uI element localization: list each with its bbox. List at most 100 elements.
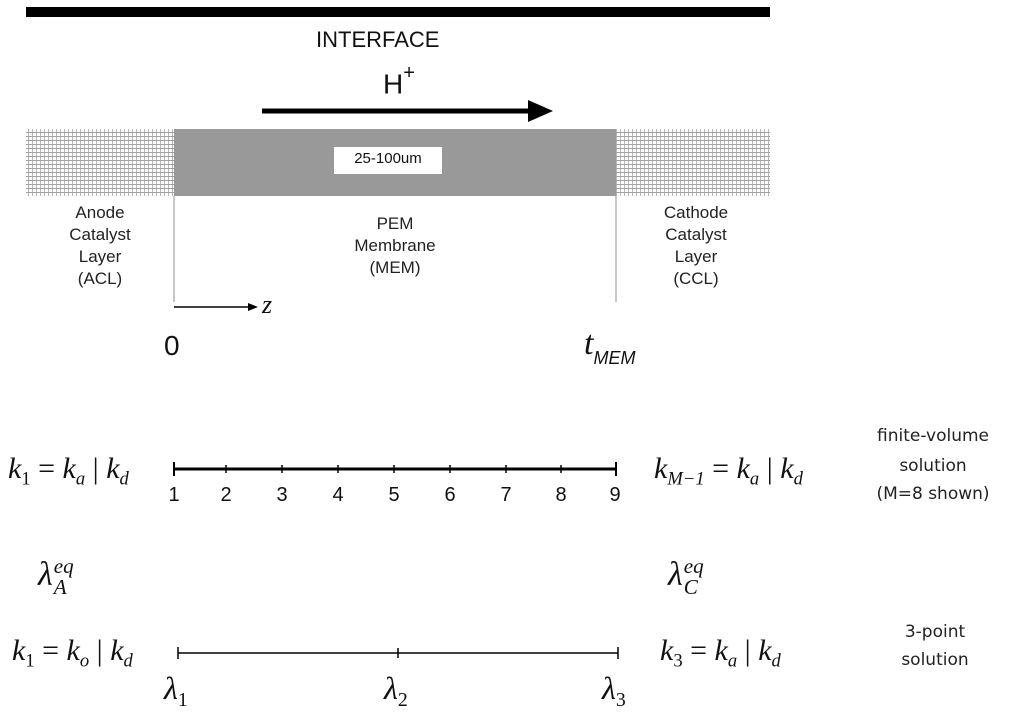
lambda-a-sup: eq	[53, 554, 74, 579]
node-number: 4	[332, 484, 344, 506]
tp-right-kd-sub: d	[771, 650, 781, 672]
three-point-grid	[177, 647, 619, 659]
fv-right-k: k	[654, 452, 668, 485]
cathode-label-line: Cathode	[663, 203, 729, 222]
lambda-2-sub: 2	[397, 688, 408, 711]
tp-right-ka: k	[714, 634, 728, 667]
membrane-label-line: (MEM)	[369, 258, 421, 277]
fv-left-k-sub: 1	[21, 468, 31, 490]
origin-label: 0	[164, 330, 180, 361]
tp-right-ka-sub: a	[727, 650, 738, 672]
finite-volume-note-line: (M=8 shown)	[876, 484, 990, 504]
thickness-symbol-sub: MEM	[593, 348, 636, 368]
node-number: 2	[220, 484, 232, 506]
tp-left-sep: |	[96, 634, 103, 667]
proton-label: H+	[383, 62, 415, 100]
proton-arrowhead	[528, 100, 553, 122]
tp-left-eq: =	[42, 634, 60, 667]
tp-right-k-sub: 3	[673, 650, 683, 672]
lambda-node-1: λ1	[164, 670, 188, 712]
three-point-note: 3-point solution	[870, 620, 1000, 672]
anode-catalyst-layer	[26, 129, 174, 196]
proton-symbol: H	[383, 68, 404, 100]
finite-volume-note-line: finite-volume	[877, 426, 989, 446]
lambda-1-sub: 1	[177, 688, 188, 711]
fv-left-boundary-condition: k1 = ka | kd	[8, 452, 129, 491]
lambda-3-base: λ	[602, 670, 616, 706]
node-number: 1	[168, 484, 180, 506]
membrane-region-label: PEM Membrane (MEM)	[340, 213, 450, 279]
membrane-thickness-symbol: tMEM	[584, 325, 635, 369]
cathode-label-line: Catalyst	[665, 225, 727, 244]
node-number: 7	[500, 484, 512, 506]
interface-bar	[26, 7, 770, 17]
lambda-node-3: λ3	[602, 670, 626, 712]
node-number: 8	[555, 484, 567, 506]
membrane-label-line: PEM	[376, 214, 414, 233]
tp-left-kd: k	[110, 634, 124, 667]
tp-left-ka: k	[66, 634, 80, 667]
fv-right-ka-sub: a	[749, 468, 760, 490]
lambda-node-2: λ2	[384, 670, 408, 712]
lambda-2-base: λ	[384, 670, 398, 706]
cathode-region-label: Cathode Catalyst Layer (CCL)	[646, 202, 746, 290]
node-number: 5	[388, 484, 400, 506]
cathode-catalyst-layer	[616, 129, 770, 196]
lambda-a-sub: A	[53, 575, 67, 600]
fv-right-sep: |	[766, 452, 773, 485]
proton-charge: +	[403, 62, 415, 84]
lambda-1-base: λ	[164, 670, 178, 706]
z-axis-arrowhead	[248, 303, 258, 311]
tp-right-boundary-condition: k3 = ka | kd	[660, 634, 781, 673]
tp-left-k: k	[12, 634, 26, 667]
thickness-label: 25-100um	[354, 150, 422, 167]
tp-left-k-sub: 1	[25, 650, 35, 672]
fv-right-kd: k	[780, 452, 794, 485]
fv-left-kd-sub: d	[119, 468, 129, 490]
tp-left-ka-sub: o	[79, 650, 90, 672]
node-number: 3	[276, 484, 288, 506]
finite-volume-note-line: solution	[899, 456, 967, 476]
lambda-c-sub: C	[683, 575, 698, 600]
finite-volume-grid	[173, 462, 617, 476]
lambda-c-sup: eq	[683, 554, 704, 579]
fv-left-sep: |	[92, 452, 99, 485]
anode-label-line: Anode	[75, 203, 125, 222]
lambda-3-sub: 3	[615, 688, 626, 711]
node-number: 9	[609, 484, 621, 506]
lambda-a-base: λ	[38, 556, 53, 593]
lambda-eq-cathode: λ eq C	[668, 556, 704, 598]
lambda-c-base: λ	[668, 556, 683, 593]
lambda-eq-anode: λ eq A	[38, 556, 74, 598]
fv-right-eq: =	[712, 452, 730, 485]
tp-left-boundary-condition: k1 = ko | kd	[12, 634, 133, 673]
fv-left-eq: =	[38, 452, 56, 485]
z-axis-label: z	[262, 290, 273, 319]
anode-label-line: (ACL)	[77, 269, 123, 288]
three-point-note-line: solution	[901, 650, 969, 670]
fv-left-ka: k	[62, 452, 76, 485]
cathode-label-line: (CCL)	[673, 269, 719, 288]
thickness-symbol-base: t	[584, 325, 594, 362]
tp-left-kd-sub: d	[123, 650, 133, 672]
finite-volume-note: finite-volume solution (M=8 shown)	[858, 424, 1008, 506]
tp-right-eq: =	[690, 634, 708, 667]
fv-right-k-sub: M−1	[667, 468, 705, 490]
anode-label-line: Catalyst	[69, 225, 131, 244]
fv-left-ka-sub: a	[75, 468, 86, 490]
anode-region-label: Anode Catalyst Layer (ACL)	[52, 202, 148, 290]
anode-label-line: Layer	[78, 247, 122, 266]
tp-right-k: k	[660, 634, 674, 667]
node-number: 6	[444, 484, 456, 506]
fv-right-ka: k	[736, 452, 750, 485]
three-point-note-line: 3-point	[904, 622, 966, 642]
thickness-label-box	[334, 147, 442, 174]
fv-right-kd-sub: d	[793, 468, 803, 490]
membrane-label-line: Membrane	[354, 236, 436, 255]
fv-left-kd: k	[106, 452, 120, 485]
tp-right-sep: |	[744, 634, 751, 667]
interface-label: INTERFACE	[316, 27, 440, 52]
cathode-label-line: Layer	[674, 247, 718, 266]
fv-left-k: k	[8, 452, 22, 485]
